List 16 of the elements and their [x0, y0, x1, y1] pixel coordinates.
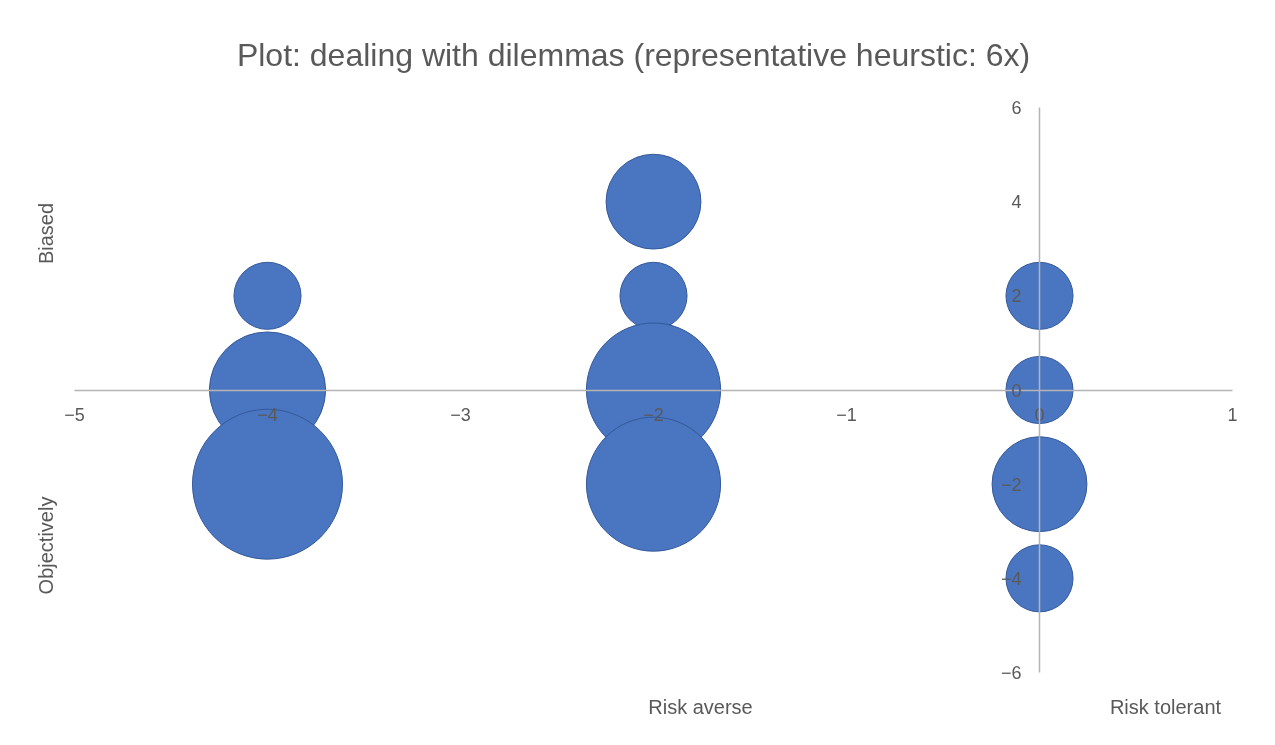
text: Risk tolerant — [1109, 695, 1222, 718]
y-tick-label: 6 — [1011, 98, 1022, 118]
y-tick-label: 2 — [1011, 286, 1022, 307]
text: Objectively — [34, 496, 57, 595]
x-tick-label: −4 — [257, 405, 278, 425]
x-tick-label: −1 — [836, 405, 857, 425]
y-tick-label: 4 — [1011, 192, 1022, 213]
x-tick-label: 1 — [1227, 405, 1238, 425]
x-tick-label: −5 — [64, 405, 85, 425]
chart-title: Plot: dealing with dilemmas (representative heurstic: 6x) — [236, 36, 1031, 73]
y-tick-label: −6 — [1000, 663, 1022, 683]
x-tick-label: −3 — [450, 405, 471, 425]
x-tick-label: −2 — [643, 405, 664, 425]
text: Biased — [34, 202, 57, 265]
y-tick-label: −2 — [1000, 474, 1022, 495]
text: Risk averse — [648, 695, 753, 718]
